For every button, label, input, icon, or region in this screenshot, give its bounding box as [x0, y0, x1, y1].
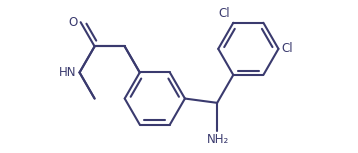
Text: HN: HN	[59, 66, 76, 79]
Text: NH₂: NH₂	[207, 133, 229, 146]
Text: O: O	[69, 16, 78, 29]
Text: Cl: Cl	[281, 42, 293, 55]
Text: Cl: Cl	[219, 7, 230, 20]
